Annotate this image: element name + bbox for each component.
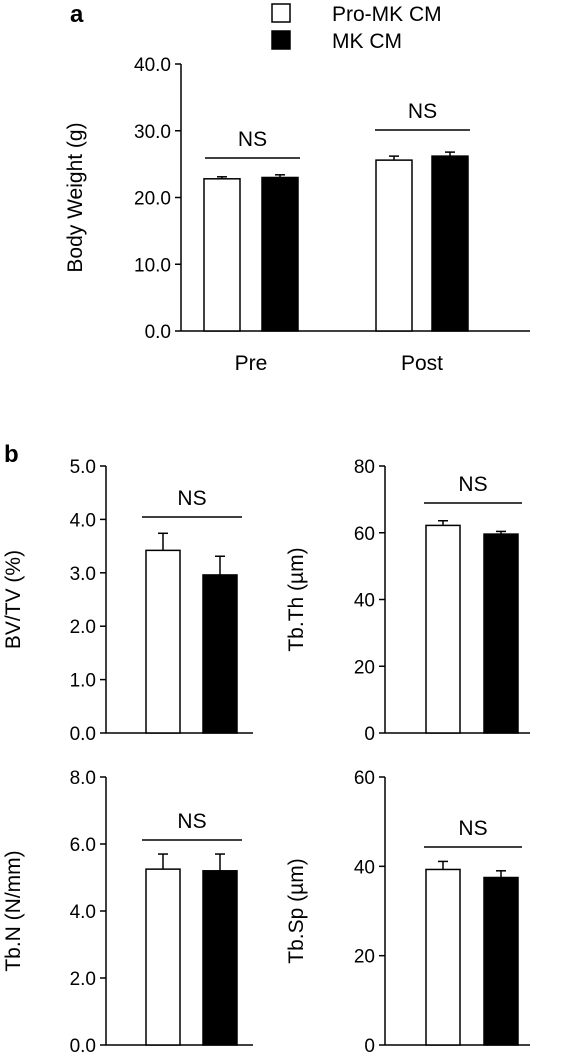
y-tick-label: 0.0 <box>70 1036 96 1057</box>
y-tick-label: 20 <box>354 657 375 678</box>
chart-4: 0.0 2.0 4.0 6.0 8.0 Tb.N (N/mm) NS <box>2 768 253 1057</box>
bar-pro-mk <box>203 178 241 332</box>
y-axis-title: Tb.Th (µm) <box>285 547 308 651</box>
chart-5: 0 20 40 60 Tb.Sp (µm) NS <box>285 768 530 1057</box>
chart-1: 0.0 10.0 20.0 30.0 40.0 Body Weight (g) Pre Pos… <box>64 55 530 375</box>
y-tick-label: 60 <box>354 524 375 545</box>
y-tick-label: 10.0 <box>134 255 171 276</box>
y-tick-label: 20.0 <box>134 189 171 210</box>
y-tick-label: 0 <box>364 724 375 745</box>
chart-2: 0.0 1.0 2.0 3.0 4.0 5.0 BV/TV (%) NS <box>2 457 253 745</box>
bar-mk <box>202 870 238 1046</box>
y-tick-label: 0 <box>364 1036 375 1057</box>
y-tick-label: 8.0 <box>70 768 96 789</box>
y-tick-label: 80 <box>354 457 375 478</box>
y-tick-label: 2.0 <box>70 617 96 638</box>
bar-pro-mk <box>145 549 181 734</box>
bar-mk <box>261 176 299 332</box>
legend-swatch-pro-mk <box>271 3 291 23</box>
bar-pro-mk <box>145 868 181 1046</box>
x-category-label: Post <box>401 352 443 375</box>
bar-mk <box>483 533 519 734</box>
legend: Pro-MK CM MK CM <box>271 3 442 53</box>
y-tick-label: 0.0 <box>145 322 171 343</box>
significance-label: NS <box>408 100 437 123</box>
y-tick-label: 1.0 <box>70 671 96 692</box>
y-tick-label: 40 <box>354 857 375 878</box>
legend-label-pro-mk: Pro-MK CM <box>332 3 442 26</box>
panel-label-b: b <box>4 441 19 468</box>
bar-mk <box>202 574 238 734</box>
y-axis-title: Tb.Sp (µm) <box>285 858 308 963</box>
y-tick-label: 60 <box>354 768 375 789</box>
y-tick-label: 5.0 <box>70 457 96 478</box>
legend-swatch-mk <box>271 30 291 50</box>
y-axis-title: BV/TV (%) <box>2 550 25 649</box>
bar-pro-mk <box>375 159 413 332</box>
significance-label: NS <box>458 817 487 840</box>
chart-3: 0 20 40 60 80 Tb.Th (µm) NS <box>285 457 530 745</box>
bar-mk <box>483 876 519 1046</box>
significance-label: NS <box>177 810 206 833</box>
bar-mk <box>431 155 469 332</box>
x-category-label: Pre <box>235 352 268 375</box>
legend-label-mk: MK CM <box>332 30 402 53</box>
y-tick-label: 2.0 <box>70 969 96 990</box>
y-tick-label: 40.0 <box>134 55 171 76</box>
panel-label-a: a <box>70 1 84 28</box>
y-tick-label: 4.0 <box>70 902 96 923</box>
significance-label: NS <box>238 128 267 151</box>
bar-pro-mk <box>425 868 461 1046</box>
y-tick-label: 30.0 <box>134 122 171 143</box>
y-axis-title: Body Weight (g) <box>64 122 87 272</box>
y-tick-label: 3.0 <box>70 564 96 585</box>
bar-pro-mk <box>425 524 461 734</box>
y-tick-label: 4.0 <box>70 510 96 531</box>
y-tick-label: 0.0 <box>70 724 96 745</box>
significance-label: NS <box>458 473 487 496</box>
y-tick-label: 20 <box>354 947 375 968</box>
y-tick-label: 6.0 <box>70 835 96 856</box>
y-tick-label: 40 <box>354 591 375 612</box>
significance-label: NS <box>177 487 206 510</box>
y-axis-title: Tb.N (N/mm) <box>2 850 25 971</box>
